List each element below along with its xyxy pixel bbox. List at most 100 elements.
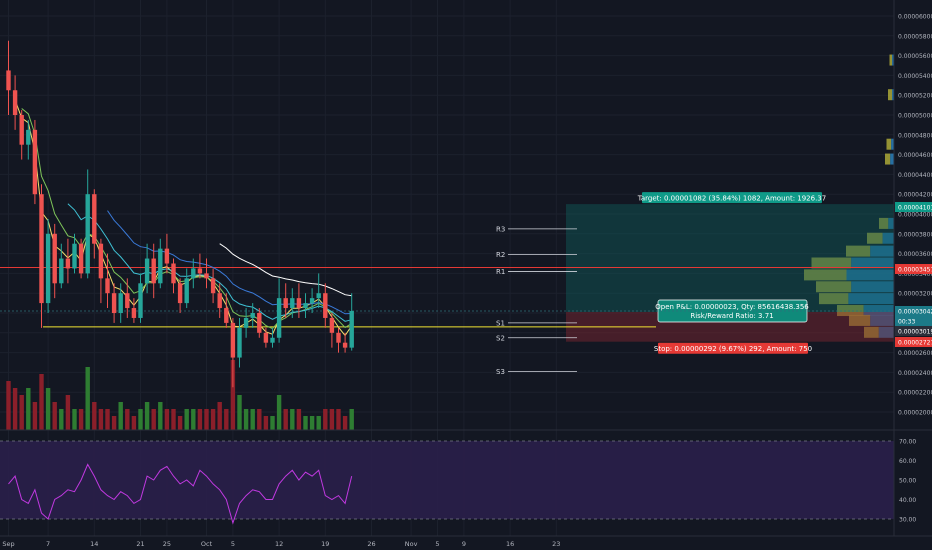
candle-body	[151, 258, 156, 284]
candle-body	[296, 298, 302, 309]
candle-body	[243, 317, 249, 328]
stop-label-box	[658, 342, 808, 354]
candle-body	[230, 322, 236, 358]
time-tick-label: 25	[163, 540, 171, 548]
volume-bar	[125, 409, 130, 430]
ema-blue-line	[107, 210, 352, 315]
candle-body	[191, 268, 196, 279]
rsi-pane: 70.00 60.00 50.00 40.00 30.00	[0, 429, 932, 525]
candle-body	[184, 278, 189, 304]
price-tick-label: 0.00004200	[898, 192, 932, 199]
volume-bar	[191, 409, 196, 430]
price-label-box	[895, 202, 932, 212]
stop-label: Stop: 0.00000292 (9.67%) 292, Amount: 75…	[654, 345, 812, 353]
price-tick-label: 0.00005400	[898, 73, 932, 80]
candle-body	[270, 337, 275, 343]
candle-body	[98, 243, 104, 279]
price-label-box	[895, 326, 932, 336]
price-label: 0.00002727	[898, 340, 932, 347]
profile-bar-sell	[879, 217, 889, 229]
volume-bar	[12, 388, 18, 430]
candle-body	[125, 293, 130, 309]
volume-bar	[316, 416, 321, 430]
profile-bar-sell	[888, 89, 893, 101]
candle-body	[342, 342, 348, 348]
rsi-axis-label: 50.00	[899, 478, 916, 485]
profile-bar-sell	[816, 281, 852, 293]
candle-body	[138, 283, 143, 318]
candles	[6, 40, 354, 388]
candle-body	[224, 308, 229, 323]
volume-bars	[6, 360, 354, 430]
volume-bar	[6, 381, 11, 430]
pivot-label: S3	[496, 368, 505, 376]
profile-bar-buy	[892, 89, 894, 101]
candle-body	[118, 293, 123, 313]
volume-bar	[237, 395, 242, 430]
volume-bar	[32, 402, 38, 430]
candle-body	[19, 115, 24, 145]
price-tick-label: 0.00003200	[898, 291, 932, 298]
price-label: 0.00003019	[898, 329, 932, 336]
volume-bar	[243, 409, 249, 430]
volume-bar	[270, 416, 275, 430]
volume-bar	[118, 402, 123, 430]
price-label-box	[895, 316, 932, 326]
time-tick-label: 21	[136, 540, 144, 548]
time-tick-label: 7	[46, 540, 50, 548]
price-axis[interactable]: 0.00006000 0.00005800 0.00005600 0.00005400…	[893, 0, 932, 536]
price-tick-label: 0.00002600	[898, 350, 932, 357]
volume-bar	[230, 360, 236, 430]
time-tick-label: 9	[462, 540, 466, 548]
volume-bar	[19, 395, 24, 430]
volume-bar	[276, 395, 282, 430]
candle-body	[39, 194, 44, 304]
price-label-box	[895, 306, 932, 316]
volume-bar	[52, 402, 57, 430]
price-tick-label: 0.00004600	[898, 152, 932, 159]
time-tick-label: 23	[552, 540, 560, 548]
time-axis[interactable]: Sep 7 14 21 25 Oct 5 12 19 26 Nov 5 9 16 23	[0, 535, 932, 548]
volume-bar	[210, 409, 216, 430]
price-tick-label: 0.00002200	[898, 390, 932, 397]
rsi-axis-label: 70.00	[899, 439, 916, 446]
time-tick-label: 26	[367, 540, 375, 548]
long-position-tool[interactable]: Target: 0.00001082 (35.84%) 1082, Amount…	[566, 192, 894, 354]
price-tick-label: 0.00006000	[898, 14, 932, 21]
time-tick-label: Nov	[405, 540, 418, 548]
candle-body	[111, 293, 117, 313]
volume-bar	[111, 416, 117, 430]
rsi-axis-label: 30.00	[899, 517, 916, 524]
target-label-box	[642, 192, 822, 204]
target-label: Target: 0.00001082 (35.84%) 1082, Amount…	[637, 195, 826, 203]
volume-bar	[26, 388, 31, 430]
price-label-box	[895, 337, 932, 347]
candle-body	[329, 317, 335, 333]
candle-body	[263, 332, 269, 343]
volume-bar	[349, 409, 354, 430]
price-tick-label: 0.00003400	[898, 271, 932, 278]
profile-bar-sell	[886, 138, 892, 150]
price-label: 0.00004101	[898, 205, 932, 212]
candle-body	[164, 248, 170, 264]
candle-body	[316, 293, 321, 299]
candle-body	[45, 233, 51, 304]
candle-body	[72, 243, 77, 269]
time-tick-label: 5	[435, 540, 439, 548]
volume-bar	[336, 409, 341, 430]
volume-bar	[296, 409, 302, 430]
candle-body	[59, 258, 64, 284]
profile-bar-buy	[846, 269, 894, 281]
volume-bar	[59, 409, 64, 430]
profile-bar-buy	[882, 232, 894, 244]
profile-bar-buy	[851, 257, 894, 269]
price-tick-label: 0.00004800	[898, 132, 932, 139]
price-tick-label: 0.00003600	[898, 251, 932, 258]
volume-bar	[92, 402, 97, 430]
profile-bar-sell	[819, 293, 849, 305]
candle-body	[144, 258, 150, 284]
target-zone	[566, 204, 894, 313]
time-tick-label: Sep	[2, 540, 14, 548]
volume-bar	[45, 388, 51, 430]
